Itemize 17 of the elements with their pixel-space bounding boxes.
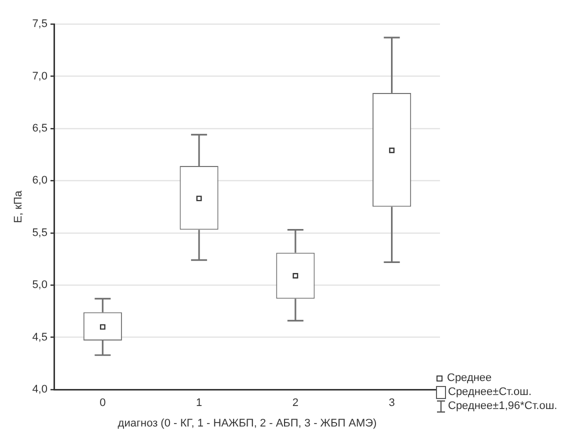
x-axis-title: диагноз (0 - КГ, 1 - НАЖБП, 2 - АБП, 3 - ЖБП АМЭ): [118, 417, 377, 430]
text: Среднее: [447, 371, 492, 385]
x-tick-label: 1: [196, 397, 202, 410]
text: Среднее±1,96*Ст.ош.: [448, 399, 558, 413]
y-tick-label: 4,5: [32, 331, 48, 344]
text: Среднее±Ст.ош.: [448, 385, 532, 399]
y-axis-title: E, кПа: [12, 190, 25, 223]
y-tick-label: 5,5: [32, 226, 48, 239]
y-tick-label: 4,0: [32, 384, 48, 396]
y-tick-label: 6,5: [32, 122, 48, 134]
y-tick-label: 7,5: [32, 18, 48, 30]
y-tick-label: 7,0: [32, 70, 48, 82]
y-tick-label: 6,0: [32, 174, 48, 187]
y-tick-label: 5,0: [32, 279, 48, 292]
x-tick-label: 0: [100, 397, 106, 410]
x-tick-label: 2: [292, 397, 298, 410]
x-tick-label: 3: [388, 397, 395, 410]
